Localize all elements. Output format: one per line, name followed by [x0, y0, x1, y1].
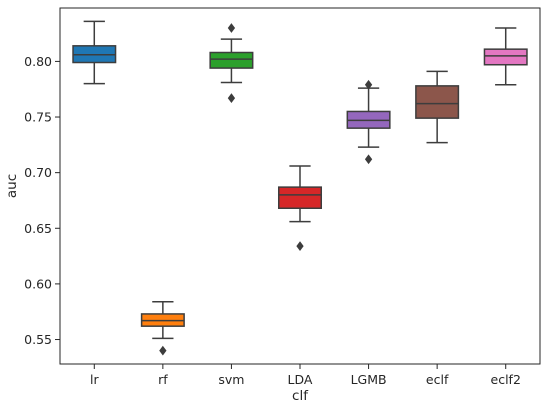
x-tick-label: LDA	[288, 372, 313, 387]
outlier-point	[227, 93, 236, 103]
box-svm	[209, 23, 254, 103]
iqr-box	[483, 48, 528, 66]
box-LGMB	[346, 79, 391, 165]
y-axis-label: auc	[4, 174, 20, 198]
y-axis: 0.55 0.60 0.65 0.70 0.75 0.80	[24, 54, 60, 347]
box-eclf2	[483, 27, 528, 86]
iqr-box	[209, 51, 254, 69]
iqr-box	[415, 85, 460, 119]
x-tick-label: LGMB	[351, 372, 387, 387]
y-tick-label: 0.80	[24, 54, 52, 69]
y-tick-label: 0.60	[24, 276, 52, 291]
y-tick-label: 0.70	[24, 165, 52, 180]
x-tick-label: rf	[158, 372, 168, 387]
outlier-point	[364, 79, 373, 90]
y-tick-label: 0.75	[24, 110, 52, 125]
outlier-point	[159, 345, 167, 356]
x-axis: lr rf svm LDA LGMB eclf eclf2	[90, 364, 521, 387]
box-rf	[140, 300, 185, 356]
x-tick-label: eclf2	[491, 372, 521, 387]
x-tick-label: eclf	[426, 372, 449, 387]
box-lr	[72, 20, 117, 85]
y-tick-label: 0.55	[24, 332, 52, 347]
y-tick-label: 0.65	[24, 221, 52, 236]
x-tick-label: svm	[218, 372, 244, 387]
boxes-layer	[72, 20, 528, 356]
box-LDA	[277, 165, 323, 251]
x-axis-label: clf	[292, 388, 309, 404]
outlier-point	[227, 23, 236, 33]
x-tick-label: lr	[90, 372, 99, 387]
iqr-box	[277, 186, 323, 210]
box-eclf	[415, 70, 460, 144]
outlier-point	[296, 241, 304, 251]
outlier-point	[364, 154, 373, 165]
